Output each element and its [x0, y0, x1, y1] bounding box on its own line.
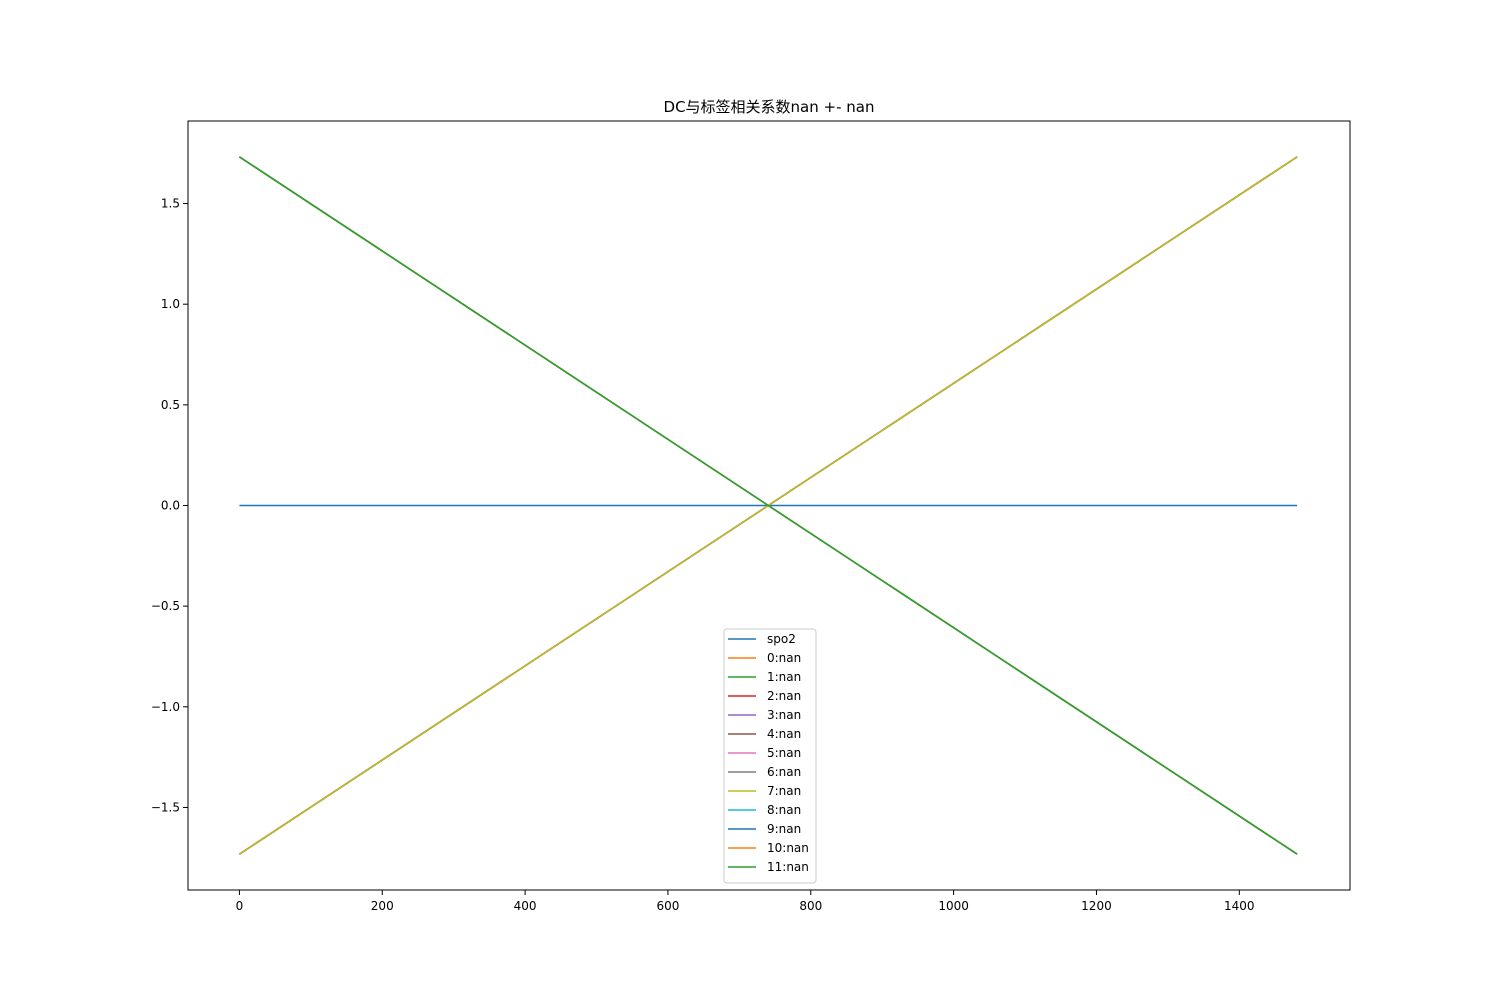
x-tick-label: 400 [514, 899, 537, 913]
y-tick-label: −1.5 [151, 800, 180, 814]
x-tick-label: 600 [656, 899, 679, 913]
legend-label-4: 3:nan [767, 708, 801, 722]
legend-label-2: 1:nan [767, 670, 801, 684]
x-tick-label: 0 [236, 899, 244, 913]
chart-title: DC与标签相关系数nan +- nan [664, 98, 875, 116]
legend-label-0: spo2 [767, 632, 796, 646]
x-tick-label: 1000 [938, 899, 969, 913]
legend-label-12: 11:nan [767, 860, 809, 874]
plot-area [239, 156, 1298, 855]
series-line-12 [239, 156, 1298, 855]
y-tick-label: 1.0 [161, 297, 180, 311]
legend-label-8: 7:nan [767, 784, 801, 798]
y-tick-label: 0.5 [161, 398, 180, 412]
legend-label-10: 9:nan [767, 822, 801, 836]
legend-label-11: 10:nan [767, 841, 809, 855]
x-tick-label: 800 [799, 899, 822, 913]
x-tick-label: 200 [371, 899, 394, 913]
legend-box [723, 628, 817, 884]
y-tick-label: −0.5 [151, 599, 180, 613]
legend: spo2 0:nan 1:nan 2:nan 3:nan 4:nan 5:nan 6:nan 7… [723, 628, 817, 884]
y-axis: 1.5 1.0 0.5 0.0 −0.5 −1.0 −1.5 [151, 197, 188, 814]
legend-label-3: 2:nan [767, 689, 801, 703]
x-tick-label: 1400 [1224, 899, 1255, 913]
legend-label-9: 8:nan [767, 803, 801, 817]
legend-label-1: 0:nan [767, 651, 801, 665]
legend-label-5: 4:nan [767, 727, 801, 741]
y-tick-label: −1.0 [151, 700, 180, 714]
legend-label-6: 5:nan [767, 746, 801, 760]
x-axis: 0 200 400 600 800 1000 1200 1400 [236, 890, 1255, 913]
y-tick-label: 0.0 [161, 499, 180, 513]
x-tick-label: 1200 [1081, 899, 1112, 913]
legend-label-7: 6:nan [767, 765, 801, 779]
y-tick-label: 1.5 [161, 197, 180, 211]
